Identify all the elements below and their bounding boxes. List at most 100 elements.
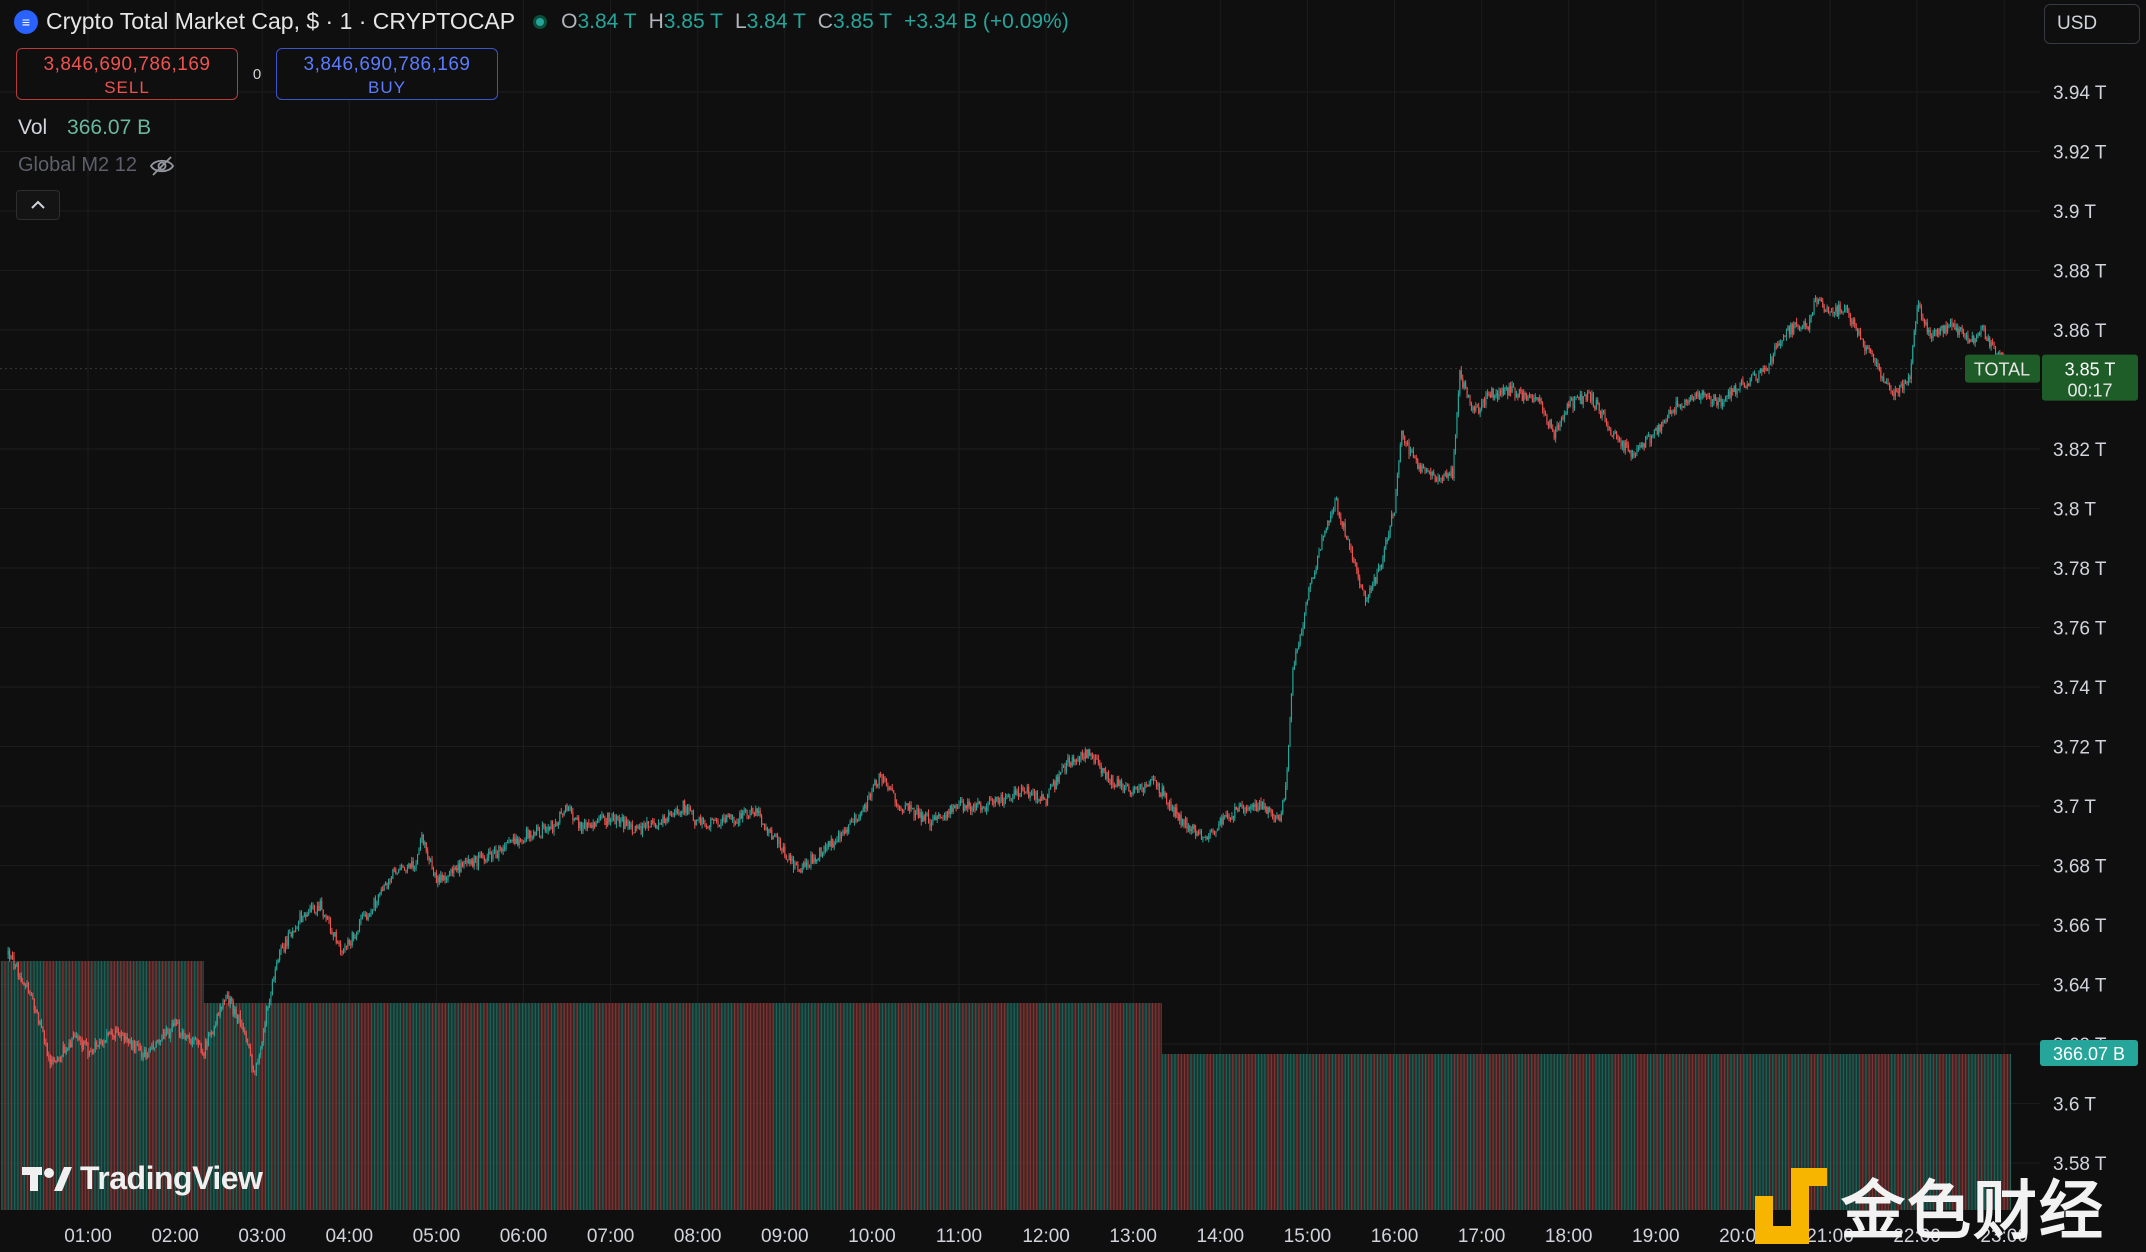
candle-body (1537, 397, 1539, 401)
volume-bar (1676, 1054, 1678, 1210)
buy-button[interactable]: 3,846,690,786,169 BUY (276, 48, 498, 100)
candle-body (1918, 303, 1920, 308)
volume-bar (719, 1003, 721, 1210)
volume-bar (1259, 1054, 1261, 1210)
candle-body (1960, 327, 1962, 330)
volume-bar (1217, 1054, 1219, 1210)
volume-bar (792, 1003, 793, 1210)
candle-body (505, 842, 507, 847)
volume-bar (1808, 1054, 1810, 1210)
candle-body (560, 811, 562, 814)
volume-bar (961, 1003, 963, 1210)
collapse-legend-button[interactable] (16, 190, 60, 220)
volume-bar (1649, 1054, 1651, 1210)
candle-body (504, 846, 506, 850)
volume-bar (449, 1003, 451, 1210)
volume-bar (1927, 1054, 1929, 1210)
candle-body (734, 822, 737, 825)
candle-body (1603, 411, 1605, 414)
candle-body (1142, 788, 1144, 792)
candle-body (189, 1035, 191, 1041)
volume-bar (1641, 1054, 1643, 1210)
candle-body (714, 819, 716, 821)
candle-body (1965, 335, 1968, 338)
volume-bar (1610, 1054, 1612, 1210)
volume-bar (799, 1003, 801, 1210)
candle-body (819, 847, 821, 859)
candle-body (1353, 558, 1355, 563)
candle-body (1576, 397, 1579, 399)
volume-bar (1128, 1003, 1130, 1210)
volume-bar (1395, 1054, 1397, 1210)
candle-body (1074, 759, 1076, 763)
volume-bar (394, 1003, 396, 1210)
symbol-title[interactable]: Crypto Total Market Cap, $ · 1 · CRYPTOC… (46, 8, 516, 34)
volume-bar (906, 1003, 908, 1210)
volume-bar (1111, 1003, 1113, 1210)
candle-body (1974, 339, 1976, 343)
currency-selector[interactable]: USD (2044, 4, 2140, 44)
volume-bar (268, 1003, 269, 1210)
candle-body (1167, 802, 1169, 808)
candle-body (315, 912, 317, 914)
candle-body (1690, 395, 1692, 400)
sell-button[interactable]: 3,846,690,786,169 SELL (16, 48, 238, 100)
candle-body (777, 835, 779, 845)
candle-body (1388, 534, 1390, 540)
volume-bar (877, 1003, 879, 1210)
volume-bar (1587, 1054, 1589, 1210)
volume-bar (1523, 1054, 1525, 1210)
volume-bar (313, 1003, 314, 1210)
volume-bar (1980, 1054, 1982, 1210)
candle-body (1600, 410, 1602, 419)
candle-body (1261, 802, 1263, 809)
crypto-symbol-icon[interactable]: ≡ (14, 9, 38, 34)
candle-body (421, 834, 423, 841)
candle-body (967, 801, 969, 808)
candle-body (1260, 801, 1262, 809)
volume-bar (1060, 1003, 1062, 1210)
candle-body (1499, 391, 1502, 394)
volume-bar (821, 1003, 822, 1210)
candle-body (653, 822, 655, 824)
candle-body (514, 837, 516, 844)
volume-bar (1480, 1054, 1482, 1210)
volume-bar (1493, 1054, 1495, 1210)
candle-body (475, 856, 477, 860)
volume-bar (1021, 1003, 1023, 1210)
volume-bar (1181, 1054, 1183, 1210)
candle-body (1417, 459, 1419, 469)
candle-body (415, 864, 417, 868)
volume-bar (977, 1003, 979, 1210)
candle-body (1521, 391, 1523, 402)
volume-bar (1845, 1054, 1847, 1210)
volume-bar (326, 1003, 327, 1210)
volume-bar (1715, 1054, 1717, 1210)
volume-bar (913, 1003, 915, 1210)
volume-bar (1661, 1054, 1663, 1210)
candle-body (42, 1027, 44, 1032)
candle-body (1148, 783, 1150, 787)
volume-bar (153, 961, 155, 1210)
candle-body (814, 857, 816, 862)
candle-body (178, 1023, 181, 1034)
volume-bar (1559, 1054, 1561, 1210)
market-status-icon[interactable] (533, 14, 548, 29)
global-m2-legend[interactable]: Global M2 12 (18, 154, 175, 177)
candle-body (1566, 404, 1568, 414)
volume-bar (501, 1003, 503, 1210)
candle-body (389, 881, 391, 883)
volume-bar (1966, 1054, 1968, 1210)
candle-body (1335, 498, 1338, 501)
hidden-eye-icon[interactable] (149, 155, 175, 177)
candle-body (1010, 798, 1012, 800)
candle-body (855, 814, 857, 822)
candle-body (1372, 583, 1374, 589)
candle-body (1153, 778, 1155, 781)
volume-bar (970, 1003, 972, 1210)
candle-body (1771, 357, 1773, 363)
candle-body (70, 1042, 72, 1048)
volume-legend[interactable]: Vol 366.07 B (18, 116, 152, 139)
candle-body (894, 793, 896, 803)
